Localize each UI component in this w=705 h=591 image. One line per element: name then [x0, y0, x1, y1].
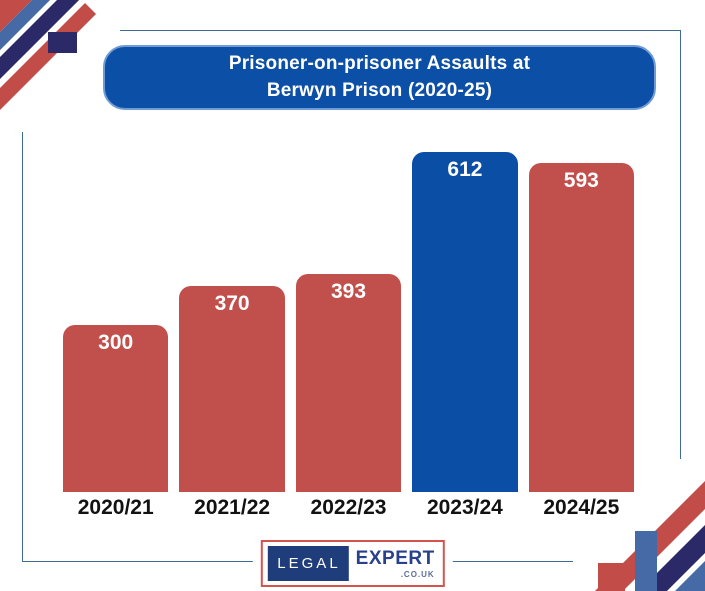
logo-right-block: EXPERT .CO.UK [356, 549, 435, 579]
bar-value-label: 593 [563, 169, 599, 192]
bar-value-label: 300 [98, 331, 134, 354]
legal-expert-logo: LEGAL EXPERT .CO.UK [260, 540, 445, 587]
x-axis-labels: 2020/21 2021/22 2022/23 2023/24 2024/25 [63, 496, 634, 520]
x-axis-label: 2023/24 [426, 496, 503, 519]
bar-value-label: 393 [330, 280, 367, 303]
logo-expert-text: EXPERT [355, 547, 435, 569]
bar-2021/22: 370 [179, 286, 285, 492]
diagonal-stripes-icon [508, 394, 705, 591]
bar-2020/21: 300 [63, 325, 169, 492]
x-axis-label: 2020/21 [77, 496, 154, 519]
bar-2023/24: 612 [412, 152, 518, 492]
chart-title-line2: Berwyn Prison (2020-25) [266, 79, 493, 101]
corner-stripes-top-left [0, 0, 181, 197]
bar-2024/25: 593 [528, 163, 635, 492]
bar-chart: 300 370 393 612 593 [63, 147, 635, 492]
x-axis-label: 2024/25 [543, 496, 620, 519]
bar-value-label: 370 [214, 292, 250, 315]
x-axis-label: 2022/23 [310, 496, 387, 519]
bar-value-label: 612 [447, 158, 483, 181]
diagonal-stripes-icon [0, 0, 181, 197]
chart-title-line1: Prisoner-on-prisoner Assaults at [228, 52, 531, 74]
bar-2022/23: 393 [295, 274, 402, 492]
logo-legal-text: LEGAL [267, 546, 349, 581]
x-axis-label: 2021/22 [194, 496, 271, 519]
logo-tld-text: .CO.UK [400, 569, 435, 579]
chart-title: Prisoner-on-prisoner Assaults at Berwyn … [103, 45, 656, 110]
